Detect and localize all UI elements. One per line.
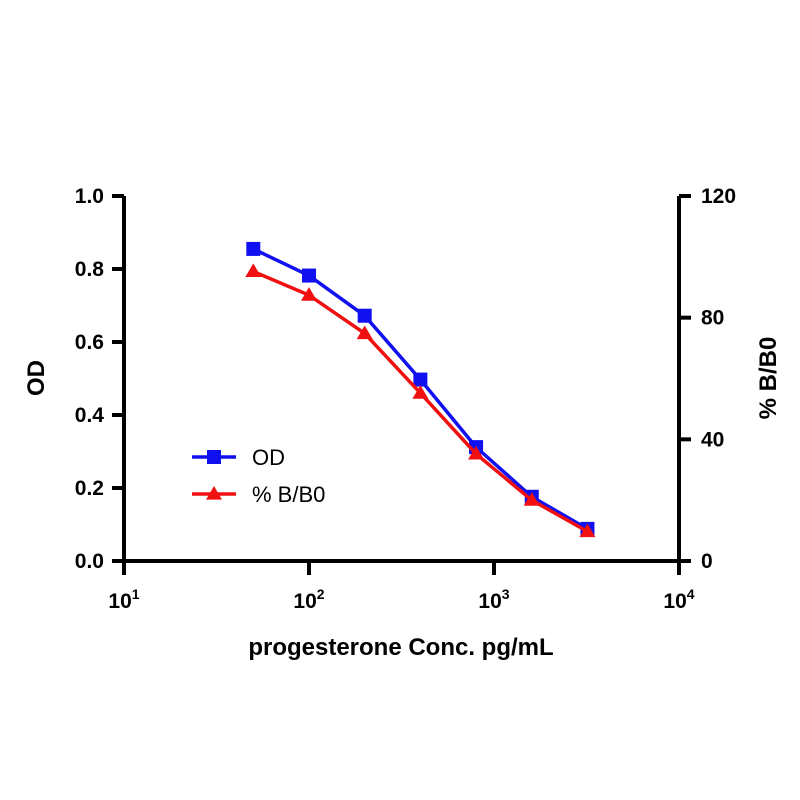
x-axis-title: progesterone Conc. pg/mL: [248, 634, 553, 661]
x-tick-label: 103: [478, 586, 509, 613]
legend-label: OD: [252, 445, 285, 470]
legend-label: % B/B0: [252, 482, 325, 507]
y-tick-label: 1.0: [75, 185, 104, 208]
data-point: [357, 308, 372, 323]
data-point: [356, 325, 373, 340]
data-point: [412, 385, 429, 399]
legend-marker: [206, 486, 222, 500]
data-point: [301, 287, 317, 301]
data-point: [468, 445, 485, 460]
x-tick-label: 104: [663, 586, 694, 613]
legend-marker: [207, 450, 221, 464]
y-tick-label: 0.0: [75, 550, 104, 573]
y2-tick-label: 120: [701, 185, 736, 208]
data-point: [246, 241, 261, 256]
y-axis-title: OD: [23, 360, 50, 396]
y-tick-label: 0.6: [75, 331, 104, 354]
y2-tick-label: 0: [701, 550, 713, 573]
y2-tick-label: 80: [701, 307, 724, 330]
data-point: [245, 263, 262, 278]
y-tick-label: 0.8: [75, 258, 105, 281]
y2-tick-label: 40: [701, 428, 724, 451]
series-layer: [245, 241, 596, 538]
y-tick-label: 0.2: [75, 477, 104, 500]
y-tick-label: 0.4: [75, 404, 105, 427]
data-point: [413, 372, 428, 387]
series-2: [245, 263, 596, 538]
y2-axis-title: % B/B0: [755, 337, 782, 420]
axes: 0.0 0.2 0.4 0.6 0.8 1.0 0 40 80 120 101 102 103 104: [75, 185, 736, 613]
data-point: [523, 492, 540, 506]
data-point: [579, 523, 596, 538]
x-tick-label: 102: [293, 586, 324, 613]
x-tick-label: 101: [108, 586, 139, 613]
legend-item: OD: [192, 445, 285, 470]
legend-item: % B/B0: [192, 482, 325, 507]
legend: OD % B/B0: [192, 445, 325, 507]
data-point: [302, 268, 316, 283]
